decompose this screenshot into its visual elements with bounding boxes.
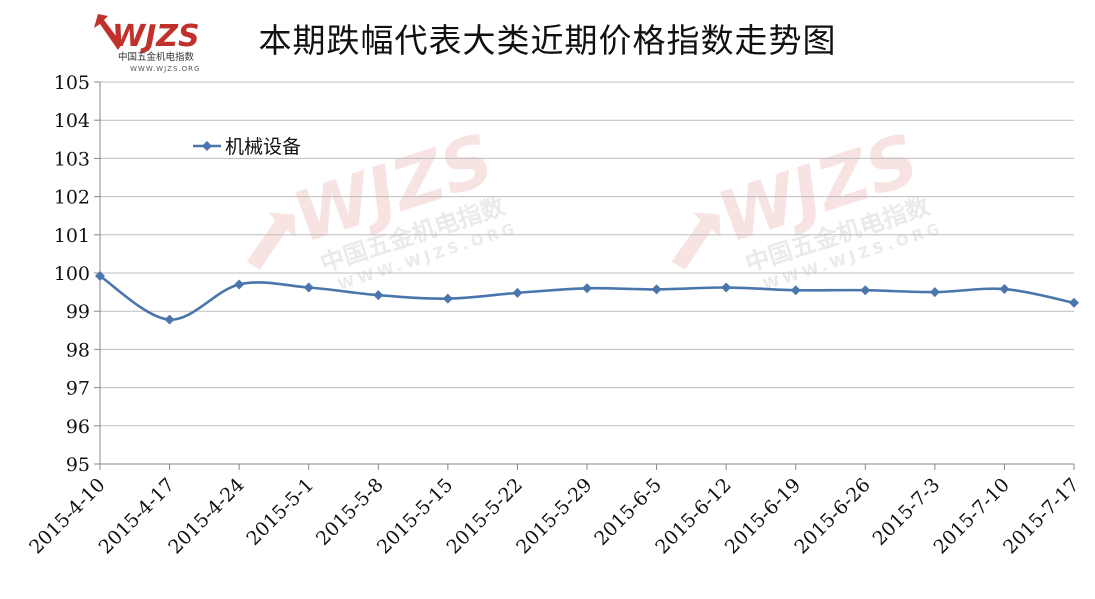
- data-point: [95, 271, 105, 282]
- data-point: [442, 293, 453, 304]
- data-point: [929, 287, 940, 298]
- data-point: [582, 283, 592, 294]
- legend-marker: [202, 141, 212, 151]
- series-line-1: [99, 274, 1075, 321]
- x-tick-label: 2015-6-26: [790, 474, 874, 558]
- x-tick-label: 2015-5-29: [512, 474, 596, 558]
- data-point: [790, 285, 801, 296]
- logo-name: 中国五金机电指数: [118, 51, 195, 63]
- logo-arrow-icon: [94, 14, 122, 50]
- data-point: [999, 284, 1010, 295]
- y-tick-labels: 95 96 97 98 99 100 101 102 103 104 105: [54, 72, 90, 476]
- logo-wordmark: WJZS: [112, 19, 200, 54]
- y-tick-label: 100: [54, 263, 90, 285]
- y-tick-label: 103: [54, 148, 90, 170]
- data-point: [512, 287, 523, 298]
- data-point: [1069, 297, 1079, 308]
- y-tick-label: 102: [54, 187, 90, 209]
- x-tick-label: 2015-4-24: [164, 474, 248, 558]
- y-tick-label: 95: [66, 454, 90, 476]
- y-tick-label: 98: [66, 339, 90, 361]
- y-tick-label: 96: [66, 416, 90, 438]
- x-tick-labels: 2015-4-102015-4-172015-4-242015-5-12015-…: [25, 474, 1083, 558]
- series-layer: [95, 271, 1079, 325]
- data-point: [651, 284, 662, 295]
- data-point: [373, 290, 384, 301]
- x-tick-label: 2015-7-17: [999, 474, 1083, 558]
- data-point: [303, 282, 314, 293]
- y-tick-label: 97: [66, 378, 90, 400]
- watermark-arrow-icon: [671, 212, 721, 270]
- x-tick-label: 2015-5-1: [242, 474, 318, 550]
- data-point: [721, 282, 732, 293]
- logo-url: WWW.WJZS.ORG: [130, 65, 200, 73]
- data-point: [860, 285, 871, 296]
- chart-title: 本期跌幅代表大类近期价格指数走势图: [258, 21, 837, 60]
- y-tick-label: 99: [66, 301, 90, 323]
- data-point: [164, 314, 175, 325]
- watermark-arrow-icon: [246, 212, 296, 270]
- gridlines: [94, 81, 1074, 465]
- y-tick-label: 105: [54, 72, 90, 94]
- legend: 机械设备: [193, 136, 301, 158]
- data-point: [234, 279, 245, 290]
- y-tick-label: 101: [54, 225, 90, 247]
- legend-label: 机械设备: [225, 136, 301, 158]
- y-tick-label: 104: [54, 110, 90, 132]
- wjzs-logo: WJZS 中国五金机电指数 WWW.WJZS.ORG: [94, 14, 200, 73]
